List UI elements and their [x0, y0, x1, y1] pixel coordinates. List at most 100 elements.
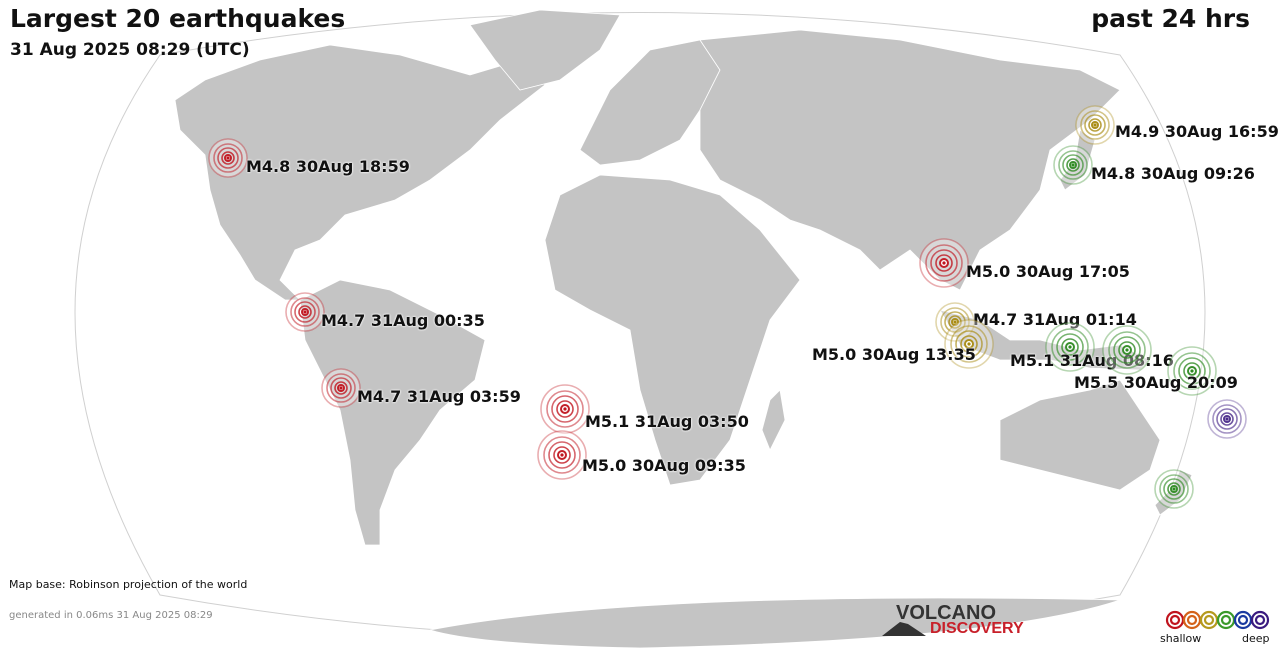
- quake-rings-icon: [321, 368, 361, 408]
- earthquake-label: M5.5 30Aug 20:09: [1074, 373, 1238, 392]
- generated-note: generated in 0.06ms 31 Aug 2025 08:29: [9, 610, 213, 621]
- quake-ring: [1220, 412, 1234, 426]
- quake-rings-icon: [944, 319, 994, 369]
- quake-ring: [1084, 114, 1106, 136]
- quake-ring: [948, 315, 962, 329]
- australia: [999, 379, 1161, 491]
- earthquake-label: M4.9 30Aug 16:59: [1115, 122, 1279, 141]
- quake-rings-icon: [1053, 145, 1093, 185]
- logo-discovery-text: DISCOVERY: [930, 620, 1024, 637]
- quake-ring: [294, 301, 316, 323]
- quake-ring: [1061, 338, 1079, 356]
- quake-ring: [1216, 408, 1238, 430]
- africa: [544, 174, 801, 486]
- earthquake-label: M4.7 31Aug 00:35: [321, 311, 485, 330]
- volcano-discovery-logo[interactable]: VOLCANO DISCOVERY: [880, 600, 1040, 640]
- madagascar: [761, 389, 786, 451]
- earthquake-label: M5.0 30Aug 13:35: [812, 345, 976, 364]
- quake-epicenter: [1172, 487, 1176, 491]
- south-america: [299, 279, 486, 546]
- quake-epicenter: [1125, 348, 1129, 352]
- quake-epicenter: [967, 342, 971, 346]
- quake-rings-icon: [1167, 346, 1217, 396]
- quake-ring: [1167, 482, 1181, 496]
- quake-ring: [1062, 154, 1084, 176]
- quake-ring: [925, 244, 963, 282]
- quake-ring: [1159, 474, 1189, 504]
- quake-epicenter: [1068, 345, 1072, 349]
- earthquake-label: M4.8 30Aug 18:59: [246, 157, 410, 176]
- quake-rings-icon: [1207, 399, 1247, 439]
- legend-depth-ring: [1254, 614, 1266, 626]
- legend-depth-ring: [1250, 610, 1270, 630]
- greenland: [469, 9, 621, 91]
- legend-depth-ring: [1220, 614, 1232, 626]
- map-subtitle: 31 Aug 2025 08:29 (UTC): [10, 40, 250, 60]
- depth-legend: shallow deep: [1160, 608, 1275, 648]
- logo-volcano-text: VOLCANO: [896, 602, 996, 624]
- quake-epicenter: [1071, 163, 1075, 167]
- quake-ring: [935, 254, 953, 272]
- quake-rings-icon: [1075, 105, 1115, 145]
- quake-ring: [930, 249, 958, 277]
- quake-ring: [290, 297, 320, 327]
- quake-ring: [1212, 404, 1242, 434]
- quake-ring: [556, 400, 574, 418]
- quake-ring: [548, 441, 576, 469]
- time-period: past 24 hrs: [1091, 4, 1250, 33]
- quake-rings-icon: [285, 292, 325, 332]
- quake-ring: [1113, 336, 1141, 364]
- quake-rings-icon: [208, 138, 248, 178]
- quake-epicenter: [226, 156, 230, 160]
- quake-epicenter: [942, 261, 946, 265]
- quake-rings-icon: [540, 384, 590, 434]
- earthquake-label: M4.7 31Aug 01:14: [973, 310, 1137, 329]
- quake-rings-icon: [1102, 325, 1152, 375]
- quake-ring: [960, 335, 978, 353]
- legend-deep-label: deep: [1242, 632, 1270, 645]
- earthquake-label: M4.7 31Aug 03:59: [357, 387, 521, 406]
- quake-ring: [1173, 352, 1211, 390]
- land-masses: [174, 9, 1193, 649]
- quake-rings-icon: [537, 430, 587, 480]
- quake-epicenter: [1093, 123, 1097, 127]
- north-america: [174, 44, 546, 301]
- quake-ring: [955, 330, 983, 358]
- quake-ring: [330, 377, 352, 399]
- quake-ring: [543, 436, 581, 474]
- quake-epicenter: [1225, 417, 1229, 421]
- quake-ring: [1183, 362, 1201, 380]
- quake-ring: [326, 373, 356, 403]
- quake-ring: [1163, 478, 1185, 500]
- asia: [699, 29, 1121, 291]
- quake-epicenter: [303, 310, 307, 314]
- map-base-note: Map base: Robinson projection of the wor…: [9, 578, 248, 591]
- depth-legend-rings: [1165, 610, 1270, 630]
- quake-rings-icon: [919, 238, 969, 288]
- legend-depth-ring: [1237, 614, 1249, 626]
- quake-ring: [1056, 333, 1084, 361]
- quake-ring: [1178, 357, 1206, 385]
- legend-depth-ring: [1203, 614, 1215, 626]
- earthquake-label: M5.1 31Aug 03:50: [585, 412, 749, 431]
- quake-epicenter: [560, 453, 564, 457]
- quake-ring: [1051, 328, 1089, 366]
- legend-depth-ring: [1169, 614, 1181, 626]
- quake-epicenter: [953, 320, 957, 324]
- quake-ring: [1080, 110, 1110, 140]
- earthquake-label: M5.0 30Aug 17:05: [966, 262, 1130, 281]
- quake-ring: [298, 305, 312, 319]
- legend-shallow-label: shallow: [1160, 632, 1202, 645]
- quake-ring: [221, 151, 235, 165]
- earthquake-label: M4.8 30Aug 09:26: [1091, 164, 1255, 183]
- quake-ring: [217, 147, 239, 169]
- quake-rings-icon: [1045, 322, 1095, 372]
- quake-ring: [1058, 150, 1088, 180]
- quake-epicenter: [339, 386, 343, 390]
- quake-ring: [551, 395, 579, 423]
- quake-rings-icon: [1154, 469, 1194, 509]
- quake-ring: [546, 390, 584, 428]
- quake-ring: [950, 325, 988, 363]
- earthquake-label: M5.0 30Aug 09:35: [582, 456, 746, 475]
